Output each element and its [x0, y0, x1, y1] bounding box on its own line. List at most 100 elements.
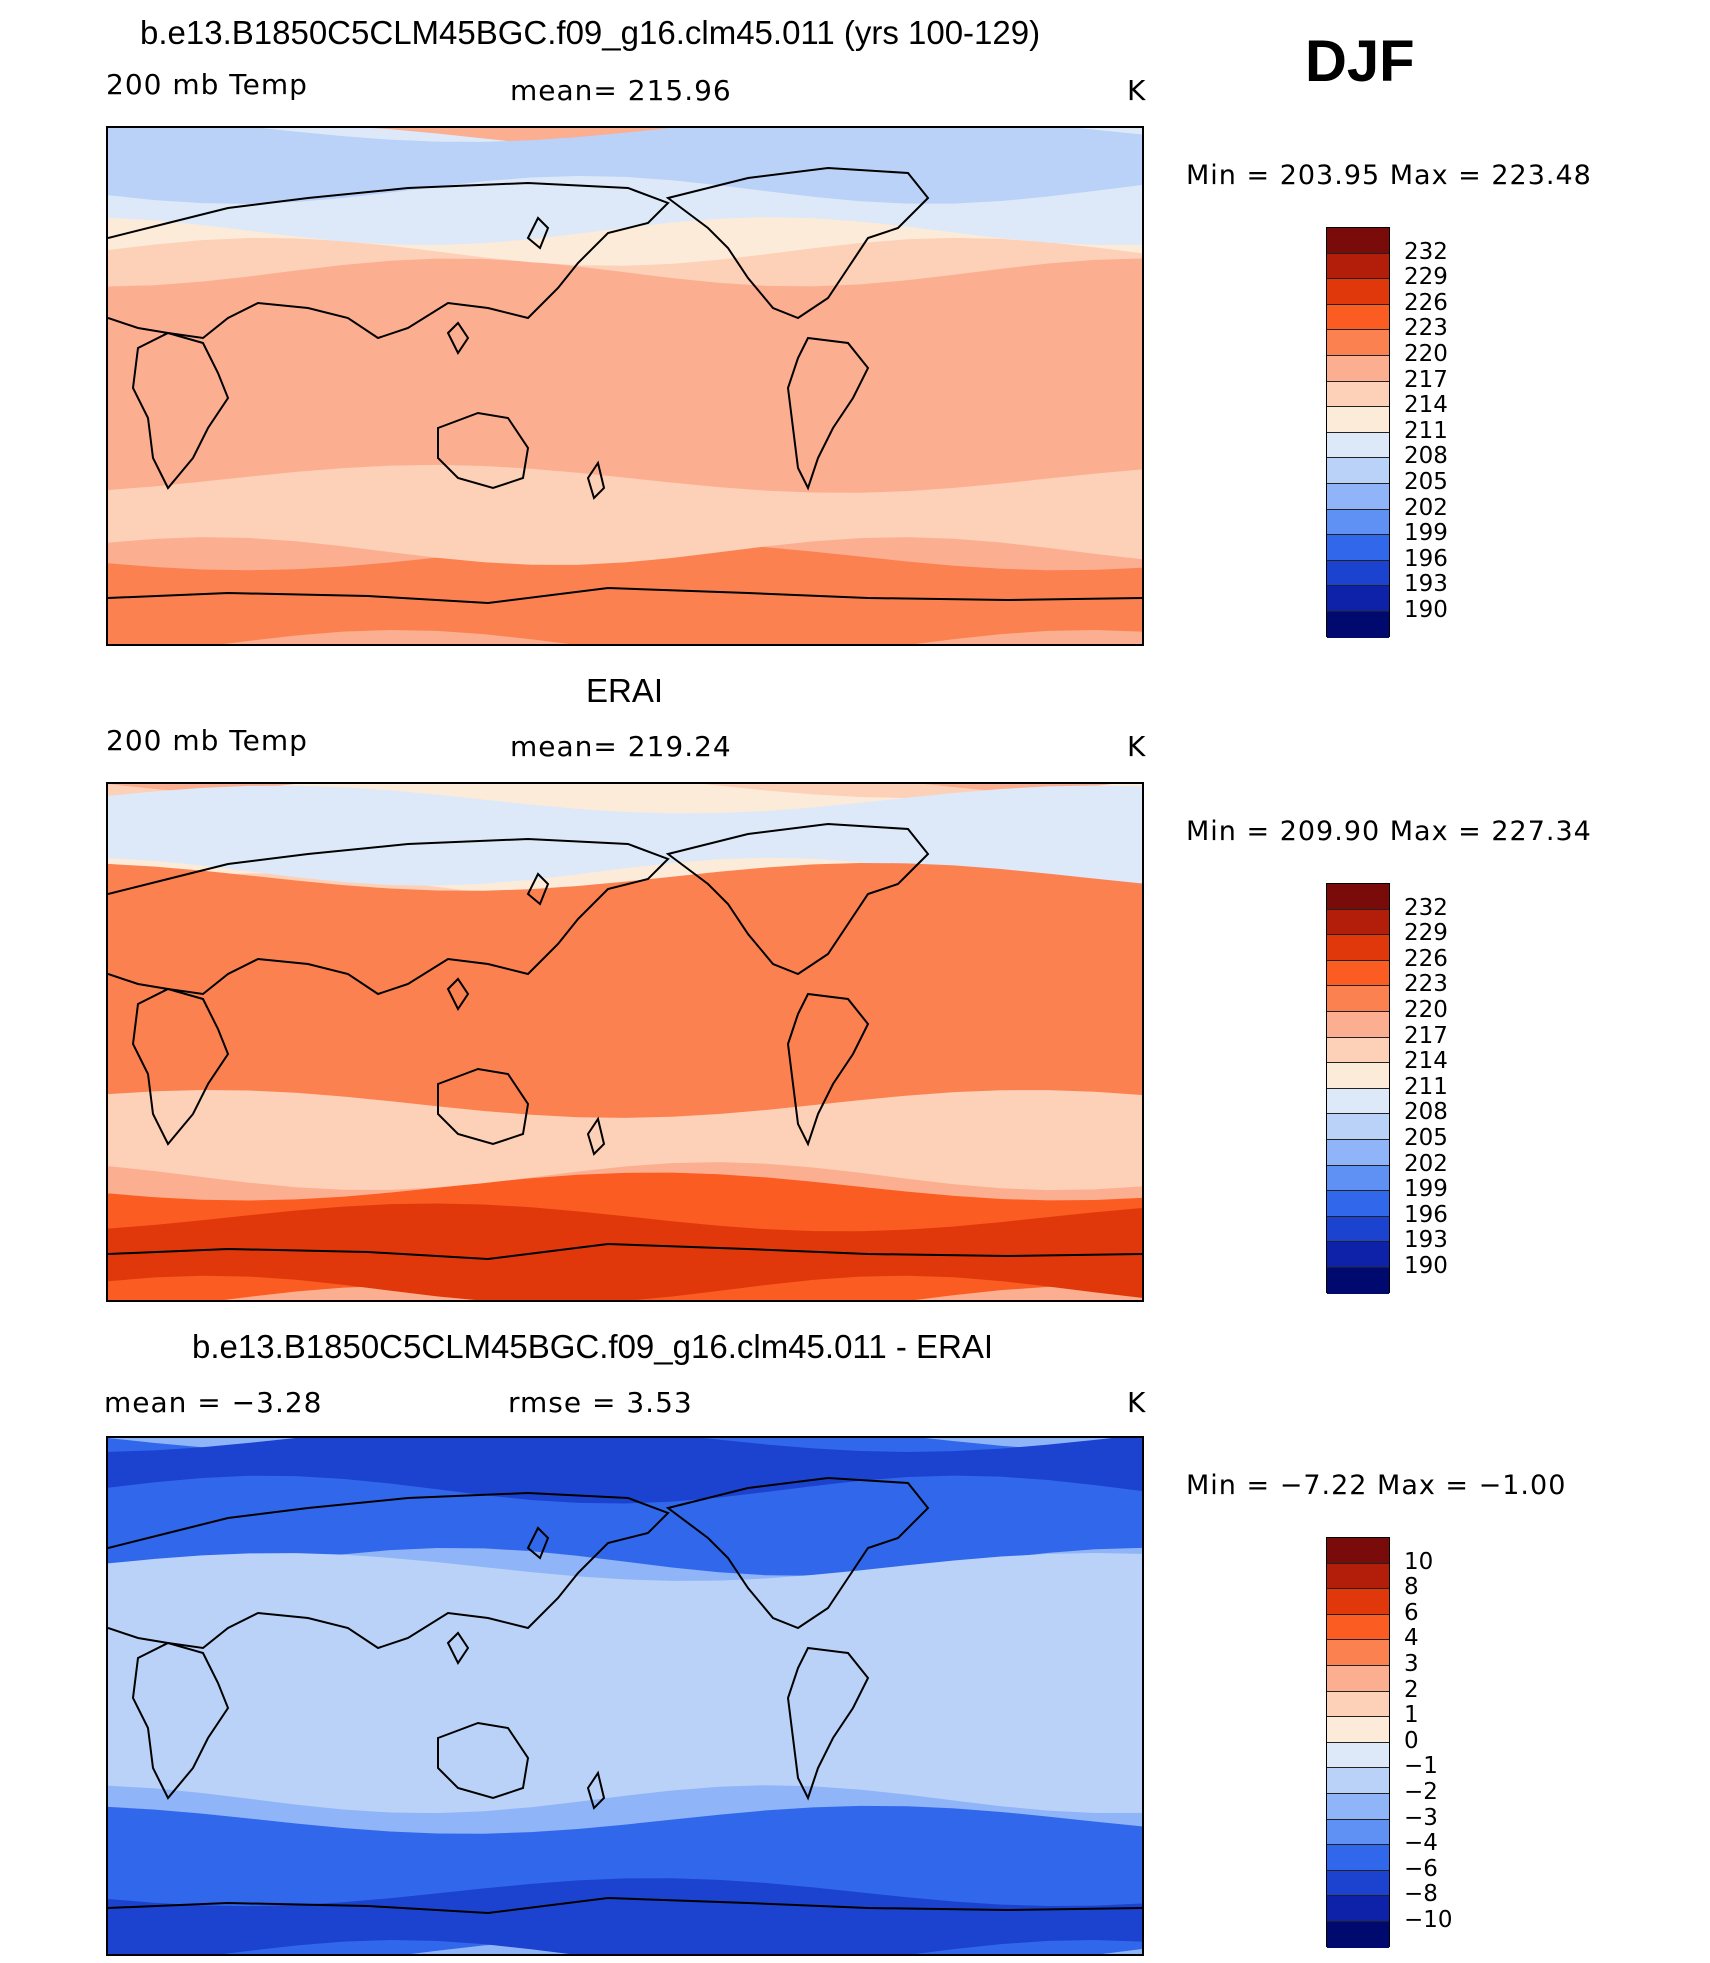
contour-band — [108, 785, 1142, 886]
colorbar-tick-label: 8 — [1404, 1574, 1419, 1601]
coastline — [526, 216, 550, 250]
coastline — [786, 992, 870, 1147]
colorbar-tick-label: 223 — [1404, 971, 1448, 998]
colorbar-tick-label: 220 — [1404, 341, 1448, 367]
colorbar-swatch — [1327, 535, 1389, 561]
colorbar-tick-label: 211 — [1404, 1073, 1448, 1100]
coastline — [108, 181, 670, 340]
coastline — [586, 460, 606, 500]
colorbar-swatch — [1327, 1768, 1389, 1794]
contour-band — [108, 542, 1142, 644]
contour-band — [108, 862, 1142, 1160]
panel-1-minmax: Min = 203.95 Max = 223.48 — [1186, 160, 1592, 191]
colorbar-tick-label: 202 — [1404, 494, 1448, 521]
colorbar-swatch — [1327, 1037, 1389, 1064]
colorbar-tick-label: 214 — [1404, 392, 1448, 419]
panel-3-mean-label: mean = −3.28 — [104, 1386, 323, 1419]
colorbar-tick-label: 190 — [1404, 597, 1448, 623]
coastline — [526, 1526, 550, 1560]
panel-2-units-label: K — [1127, 730, 1147, 763]
coastline — [446, 1631, 470, 1665]
coastline — [108, 586, 1142, 605]
colorbar-swatch — [1327, 960, 1389, 987]
coastline — [786, 336, 870, 491]
colorbar-tick-label: 217 — [1404, 1022, 1448, 1049]
contour-band — [108, 1438, 1142, 1504]
colorbar-tick-label: 226 — [1404, 945, 1448, 972]
colorbar-swatch — [1327, 1717, 1389, 1743]
colorbar-swatch — [1327, 381, 1389, 408]
colorbar-swatch — [1327, 1063, 1389, 1089]
colorbar-tick-label: 10 — [1404, 1548, 1434, 1575]
panel-3-title: b.e13.B1850C5CLM45BGC.f09_g16.clm45.011 … — [192, 1328, 994, 1365]
colorbar-swatch — [1327, 1191, 1389, 1217]
colorbar-tick-label: 220 — [1404, 997, 1448, 1023]
colorbar-tick-label: −2 — [1404, 1779, 1438, 1805]
colorbar-swatch — [1327, 586, 1389, 612]
colorbar-swatch — [1327, 1589, 1389, 1615]
colorbar-tick-label: 208 — [1404, 443, 1448, 470]
colorbar-swatch — [1327, 1845, 1389, 1871]
colorbar-swatch — [1327, 1216, 1389, 1243]
panel-1-map — [106, 126, 1144, 646]
colorbar-swatch — [1327, 228, 1389, 254]
colorbar-swatch — [1327, 432, 1389, 459]
colorbar-tick-label: 223 — [1404, 315, 1448, 342]
colorbar-tick-label: −1 — [1404, 1753, 1438, 1780]
colorbar-swatch — [1327, 1896, 1389, 1922]
colorbar-tick-label: −4 — [1404, 1830, 1438, 1857]
colorbar-swatch — [1327, 1011, 1389, 1038]
panel-1-colorbar — [1326, 227, 1390, 638]
colorbar-tick-label: 214 — [1404, 1048, 1448, 1075]
panel-3-colorbar — [1326, 1537, 1390, 1948]
colorbar-swatch — [1327, 1139, 1389, 1166]
panel-2-colorbar — [1326, 883, 1390, 1294]
colorbar-swatch — [1327, 1793, 1389, 1820]
colorbar-swatch — [1327, 458, 1389, 484]
coastline — [108, 1491, 670, 1650]
colorbar-swatch — [1327, 1665, 1389, 1692]
colorbar-swatch — [1327, 1267, 1389, 1294]
colorbar-swatch — [1327, 1088, 1389, 1115]
panel-3-map — [106, 1436, 1144, 1956]
colorbar-swatch — [1327, 1614, 1389, 1641]
contour-band — [108, 1553, 1142, 1814]
coastline — [665, 166, 930, 320]
panel-3-rmse-label: rmse = 3.53 — [508, 1386, 693, 1419]
colorbar-swatch — [1327, 1742, 1389, 1769]
colorbar-tick-label: −8 — [1404, 1881, 1438, 1908]
colorbar-tick-label: 190 — [1404, 1253, 1448, 1279]
panel-3-minmax: Min = −7.22 Max = −1.00 — [1186, 1470, 1567, 1501]
colorbar-tick-label: 229 — [1404, 920, 1448, 947]
colorbar-tick-label: 2 — [1404, 1676, 1419, 1703]
colorbar-tick-label: 211 — [1404, 417, 1448, 444]
colorbar-tick-label: −3 — [1404, 1804, 1438, 1831]
coastline — [108, 1242, 1142, 1261]
panel-2-mean-label: mean= 219.24 — [510, 730, 732, 763]
colorbar-tick-label: 232 — [1404, 894, 1448, 921]
coastline — [131, 987, 230, 1146]
coastline — [437, 1067, 530, 1146]
colorbar-swatch — [1327, 1870, 1389, 1897]
colorbar-swatch — [1327, 483, 1389, 510]
coastline — [665, 822, 930, 976]
colorbar-tick-label: 193 — [1404, 1227, 1448, 1254]
coastline — [108, 837, 670, 996]
coastline — [665, 1476, 930, 1630]
colorbar-swatch — [1327, 986, 1389, 1012]
panel-2-minmax: Min = 209.90 Max = 227.34 — [1186, 816, 1592, 847]
panel-2-variable-label: 200 mb Temp — [106, 724, 308, 757]
colorbar-swatch — [1327, 355, 1389, 382]
contour-band — [108, 1878, 1142, 1954]
colorbar-tick-label: 1 — [1404, 1702, 1419, 1729]
colorbar-swatch — [1327, 1921, 1389, 1948]
colorbar-swatch — [1327, 935, 1389, 961]
contour-band — [108, 1089, 1142, 1191]
colorbar-swatch — [1327, 1691, 1389, 1718]
colorbar-tick-label: 205 — [1404, 1125, 1448, 1151]
colorbar-tick-label: 199 — [1404, 1176, 1448, 1203]
coastline — [437, 1721, 530, 1800]
colorbar-tick-label: 199 — [1404, 520, 1448, 547]
coastline — [586, 1770, 606, 1810]
colorbar-swatch — [1327, 1242, 1389, 1268]
